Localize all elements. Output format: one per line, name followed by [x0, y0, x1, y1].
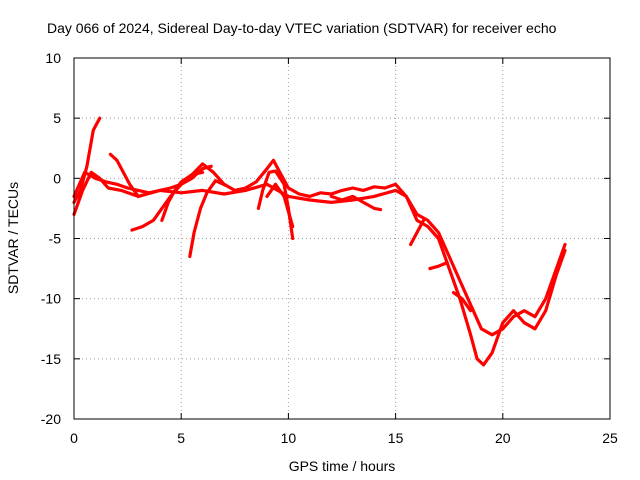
y-tick-labels: 10 5 0 -5 -10 -15 -20 [41, 50, 61, 427]
y-tick-label: 0 [53, 170, 61, 186]
x-tick-label: 15 [388, 430, 404, 446]
series-track-11 [409, 218, 426, 247]
series-track-6 [160, 170, 205, 222]
series-track-2 [72, 158, 567, 337]
x-tick-labels: 0 5 10 15 20 25 [70, 430, 618, 446]
x-tick-label: 5 [177, 430, 185, 446]
series-track-9 [265, 182, 295, 229]
series-track-13 [451, 291, 473, 313]
x-tick-label: 25 [602, 430, 618, 446]
x-tick-label: 20 [495, 430, 511, 446]
series-track-10 [329, 194, 383, 212]
series-layer [72, 116, 567, 367]
grid [74, 58, 610, 419]
x-tick-label: 0 [70, 430, 78, 446]
y-tick-label: -20 [41, 411, 61, 427]
series-track-3 [72, 170, 567, 367]
series-track-4 [108, 152, 140, 198]
series-track-7 [188, 179, 228, 259]
chart-title: Day 066 of 2024, Sidereal Day-to-day VTE… [47, 20, 557, 36]
y-tick-label: -15 [41, 351, 61, 367]
x-tick-label: 10 [281, 430, 297, 446]
series-track-1 [72, 116, 102, 204]
y-tick-label: 10 [45, 50, 61, 66]
plot-frame [73, 57, 611, 420]
y-tick-label: -5 [49, 231, 62, 247]
y-axis-label: SDTVAR / TECUs [5, 182, 21, 294]
x-axis-label: GPS time / hours [289, 458, 396, 474]
series-track-12 [428, 261, 449, 271]
y-tick-label: -10 [41, 291, 61, 307]
y-tick-label: 5 [53, 110, 61, 126]
